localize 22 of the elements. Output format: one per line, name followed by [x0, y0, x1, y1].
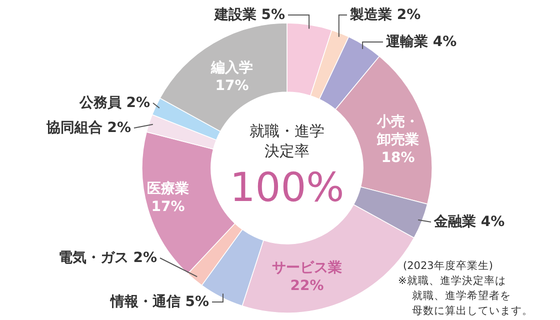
slice-label: 電気・ガス 2%	[58, 250, 157, 266]
text: (2023年度卒業生)	[403, 258, 493, 272]
slice-label: サービス業	[272, 260, 342, 276]
slice-label: 医療業	[147, 180, 189, 197]
slice-label: 小売・卸売業	[376, 114, 419, 148]
text: 就職、進学希望者を	[412, 288, 511, 302]
slice-label: 金融業 4%	[433, 214, 505, 230]
slice-label: 建設業 5%	[213, 6, 285, 23]
data-label: 18%	[381, 150, 415, 166]
text: 100%	[230, 164, 344, 211]
data-label: 17%	[215, 78, 249, 94]
text: 母数に算出しています。	[412, 304, 533, 317]
slice-label: 公務員 2%	[78, 94, 150, 111]
slice-label: 運輸業 4%	[385, 34, 457, 50]
data-label: 17%	[151, 198, 185, 215]
slice-label: 製造業 2%	[349, 6, 421, 23]
slice-label: 編入学	[210, 60, 253, 76]
text: 就職・進学決定率	[250, 122, 324, 160]
data-label: 22%	[290, 278, 324, 294]
slice-label: 情報・通信 5%	[109, 292, 209, 310]
text: ※就職、進学決定率は	[398, 274, 506, 287]
slice-label: 協同組合 2%	[45, 120, 131, 136]
